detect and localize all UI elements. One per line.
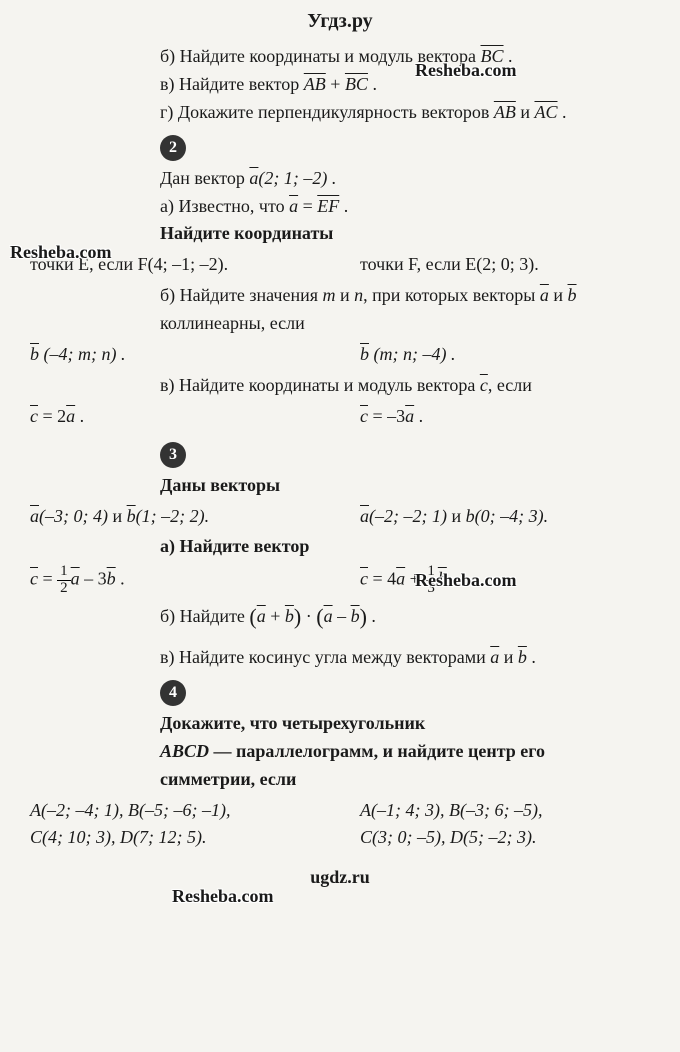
problem-2b: б) Найдите значения m и n, при которых в…	[160, 282, 620, 338]
problem-number-4: 4	[160, 680, 186, 706]
problem-3-given: Даны векторы	[160, 472, 620, 500]
problem-2a: а) Известно, что a = EF .	[160, 193, 620, 221]
problem-1b: б) Найдите координаты и модуль вектора B…	[160, 43, 620, 71]
problem-3a-variants: c = 12a – 3b . c = 4a + 13b .	[30, 564, 650, 597]
problem-2b-variants: b (–4; m; n) . b (m; n; –4) .	[30, 341, 650, 369]
problem-number-2: 2	[160, 135, 186, 161]
problem-4-variants: A(–2; –4; 1), B(–5; –6; –1), C(4; 10; 3)…	[30, 797, 650, 853]
problem-number-3: 3	[160, 442, 186, 468]
problem-4-text: Докажите, что четырехугольник ABCD — пар…	[160, 710, 620, 794]
problem-2-given: Дан вектор a(2; 1; –2) .	[160, 165, 620, 193]
problem-2c: в) Найдите координаты и модуль вектора c…	[160, 372, 620, 400]
document-page: Угдз.ру Resheba.com Resheba.com Resheba.…	[0, 0, 680, 1052]
page-header: Угдз.ру	[30, 10, 650, 33]
problem-3c: в) Найдите косинус угла между векторами …	[160, 644, 620, 672]
page-footer: ugdz.ru	[30, 867, 650, 888]
watermark: Resheba.com	[172, 886, 274, 907]
problem-2c-variants: c = 2a . c = –3a .	[30, 403, 650, 431]
problem-3-vectors: a(–3; 0; 4) и b(1; –2; 2). a(–2; –2; 1) …	[30, 503, 650, 531]
problem-2a-find: Найдите координаты	[160, 220, 620, 248]
problem-2a-variants: точки E, если F(4; –1; –2). точки F, есл…	[30, 251, 650, 279]
problem-1d: г) Докажите перпендикулярность векторов …	[160, 99, 620, 127]
problem-1c: в) Найдите вектор AB + BC .	[160, 71, 620, 99]
problem-3a: а) Найдите вектор	[160, 533, 620, 561]
problem-3b: б) Найдите (a + b) · (a – b) .	[160, 600, 620, 634]
